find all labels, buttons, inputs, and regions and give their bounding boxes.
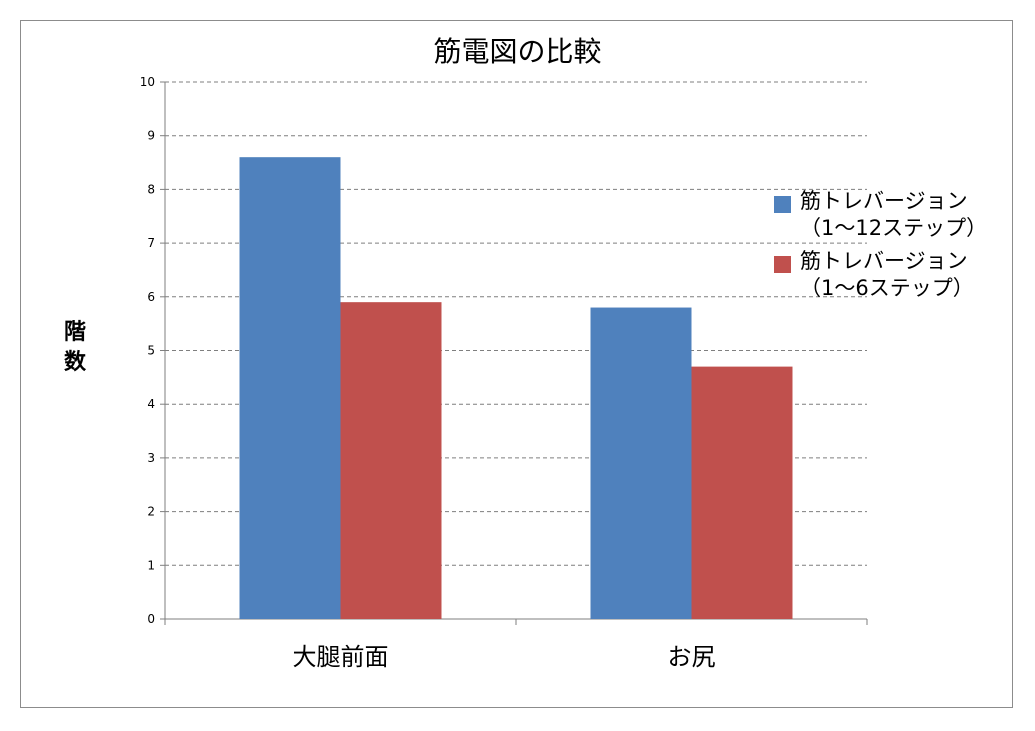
legend-label-series-2: 筋トレバージョン （1～6ステップ） [800,249,974,300]
y-tick-label-0: 0 [147,612,155,626]
y-tick-label-1: 1 [147,558,155,572]
y-tick-label-5: 5 [147,344,155,358]
bar-series-2-cat-2 [691,366,793,619]
legend-item-series-2: 筋トレバージョン （1～6ステップ） [774,248,1014,302]
y-tick-label-9: 9 [147,129,155,143]
bar-series-2-cat-1 [340,302,442,619]
chart-frame [20,20,1013,708]
chart-title: 筋電図の比較 [433,35,602,68]
y-tick-label-10: 10 [140,75,155,89]
x-category-label-1: 大腿前面 [293,643,389,671]
y-tick-label-8: 8 [147,182,155,196]
y-axis-label-char-1: 階 [63,320,86,345]
y-tick-label-4: 4 [147,397,155,411]
bar-series-1-cat-2 [590,307,692,619]
legend: 筋トレバージョン （1～12ステップ） 筋トレバージョン （1～6ステップ） [774,188,1014,308]
y-tick-label-2: 2 [147,505,155,519]
legend-swatch-series-2 [774,256,791,273]
y-tick-label-6: 6 [147,290,155,304]
y-tick-label-7: 7 [147,236,155,250]
y-tick-label-3: 3 [147,451,155,465]
bar-series-1-cat-1 [239,157,341,619]
y-axis-label-char-2: 数 [63,350,86,375]
y-axis-label: 階 数 [60,318,90,378]
legend-label-series-1: 筋トレバージョン （1～12ステップ） [800,189,988,240]
legend-item-series-1: 筋トレバージョン （1～12ステップ） [774,188,1014,242]
x-category-label-2: お尻 [668,643,716,671]
legend-swatch-series-1 [774,196,791,213]
